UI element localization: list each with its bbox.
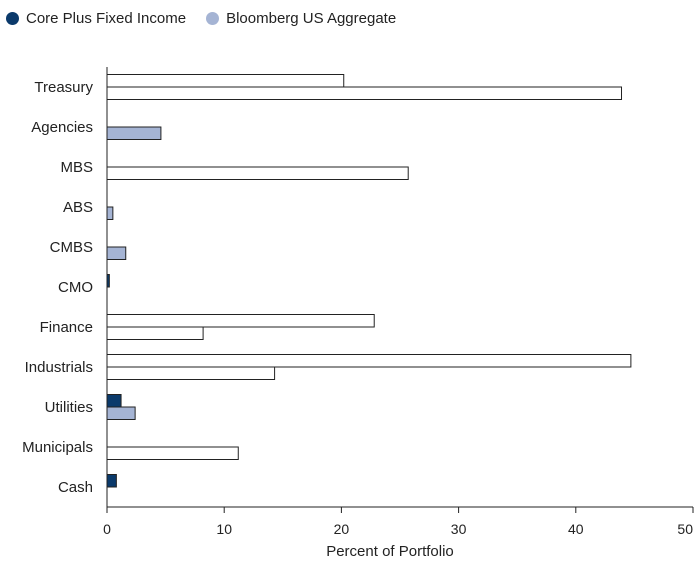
bar-bloomberg-us-aggregate-municipals (106, 446, 239, 460)
x-tick-label-30: 30 (451, 521, 467, 537)
bar-core-plus-fixed-income-cash (106, 474, 117, 488)
bar-core-plus-fixed-income-finance (106, 314, 375, 328)
bar-bloomberg-us-aggregate-finance (106, 326, 204, 340)
bar-bloomberg-us-aggregate-treasury (106, 86, 623, 100)
legend-swatch-core-plus (6, 11, 19, 25)
category-label-finance: Finance (40, 319, 93, 336)
bar-bloomberg-us-aggregate-agencies (106, 126, 162, 140)
legend: Core Plus Fixed Income Bloomberg US Aggr… (6, 6, 416, 30)
category-label-municipals: Municipals (22, 439, 93, 456)
legend-item-core-plus: Core Plus Fixed Income (6, 10, 186, 27)
category-label-mbs: MBS (60, 159, 93, 176)
x-tick-label-10: 10 (216, 521, 232, 537)
category-label-treasury: Treasury (34, 79, 93, 96)
bar-bloomberg-us-aggregate-abs (106, 206, 114, 220)
bar-bloomberg-us-aggregate-industrials (106, 366, 276, 380)
category-label-cash: Cash (58, 479, 93, 496)
legend-item-bloomberg: Bloomberg US Aggregate (206, 10, 396, 27)
x-tick-label-0: 0 (103, 521, 111, 537)
x-tick-label-20: 20 (334, 521, 350, 537)
legend-label-bloomberg: Bloomberg US Aggregate (226, 9, 397, 27)
bar-core-plus-fixed-income-industrials (106, 354, 632, 368)
category-label-industrials: Industrials (25, 359, 93, 376)
category-label-abs: ABS (63, 199, 93, 216)
bar-bloomberg-us-aggregate-mbs (106, 166, 409, 180)
x-tick-label-50: 50 (677, 521, 693, 537)
bar-core-plus-fixed-income-utilities (106, 394, 122, 408)
category-label-agencies: Agencies (31, 119, 93, 136)
x-tick-label-40: 40 (568, 521, 584, 537)
legend-swatch-bloomberg (206, 11, 220, 25)
bar-bloomberg-us-aggregate-utilities (106, 406, 136, 420)
category-label-utilities: Utilities (45, 399, 93, 416)
bar-bloomberg-us-aggregate-cmbs (106, 246, 127, 260)
category-label-cmo: CMO (58, 279, 93, 296)
legend-label-core-plus: Core Plus Fixed Income (26, 9, 187, 27)
x-axis-title: Percent of Portfolio (326, 543, 454, 560)
category-label-cmbs: CMBS (50, 239, 93, 256)
bar-core-plus-fixed-income-treasury (106, 74, 345, 88)
